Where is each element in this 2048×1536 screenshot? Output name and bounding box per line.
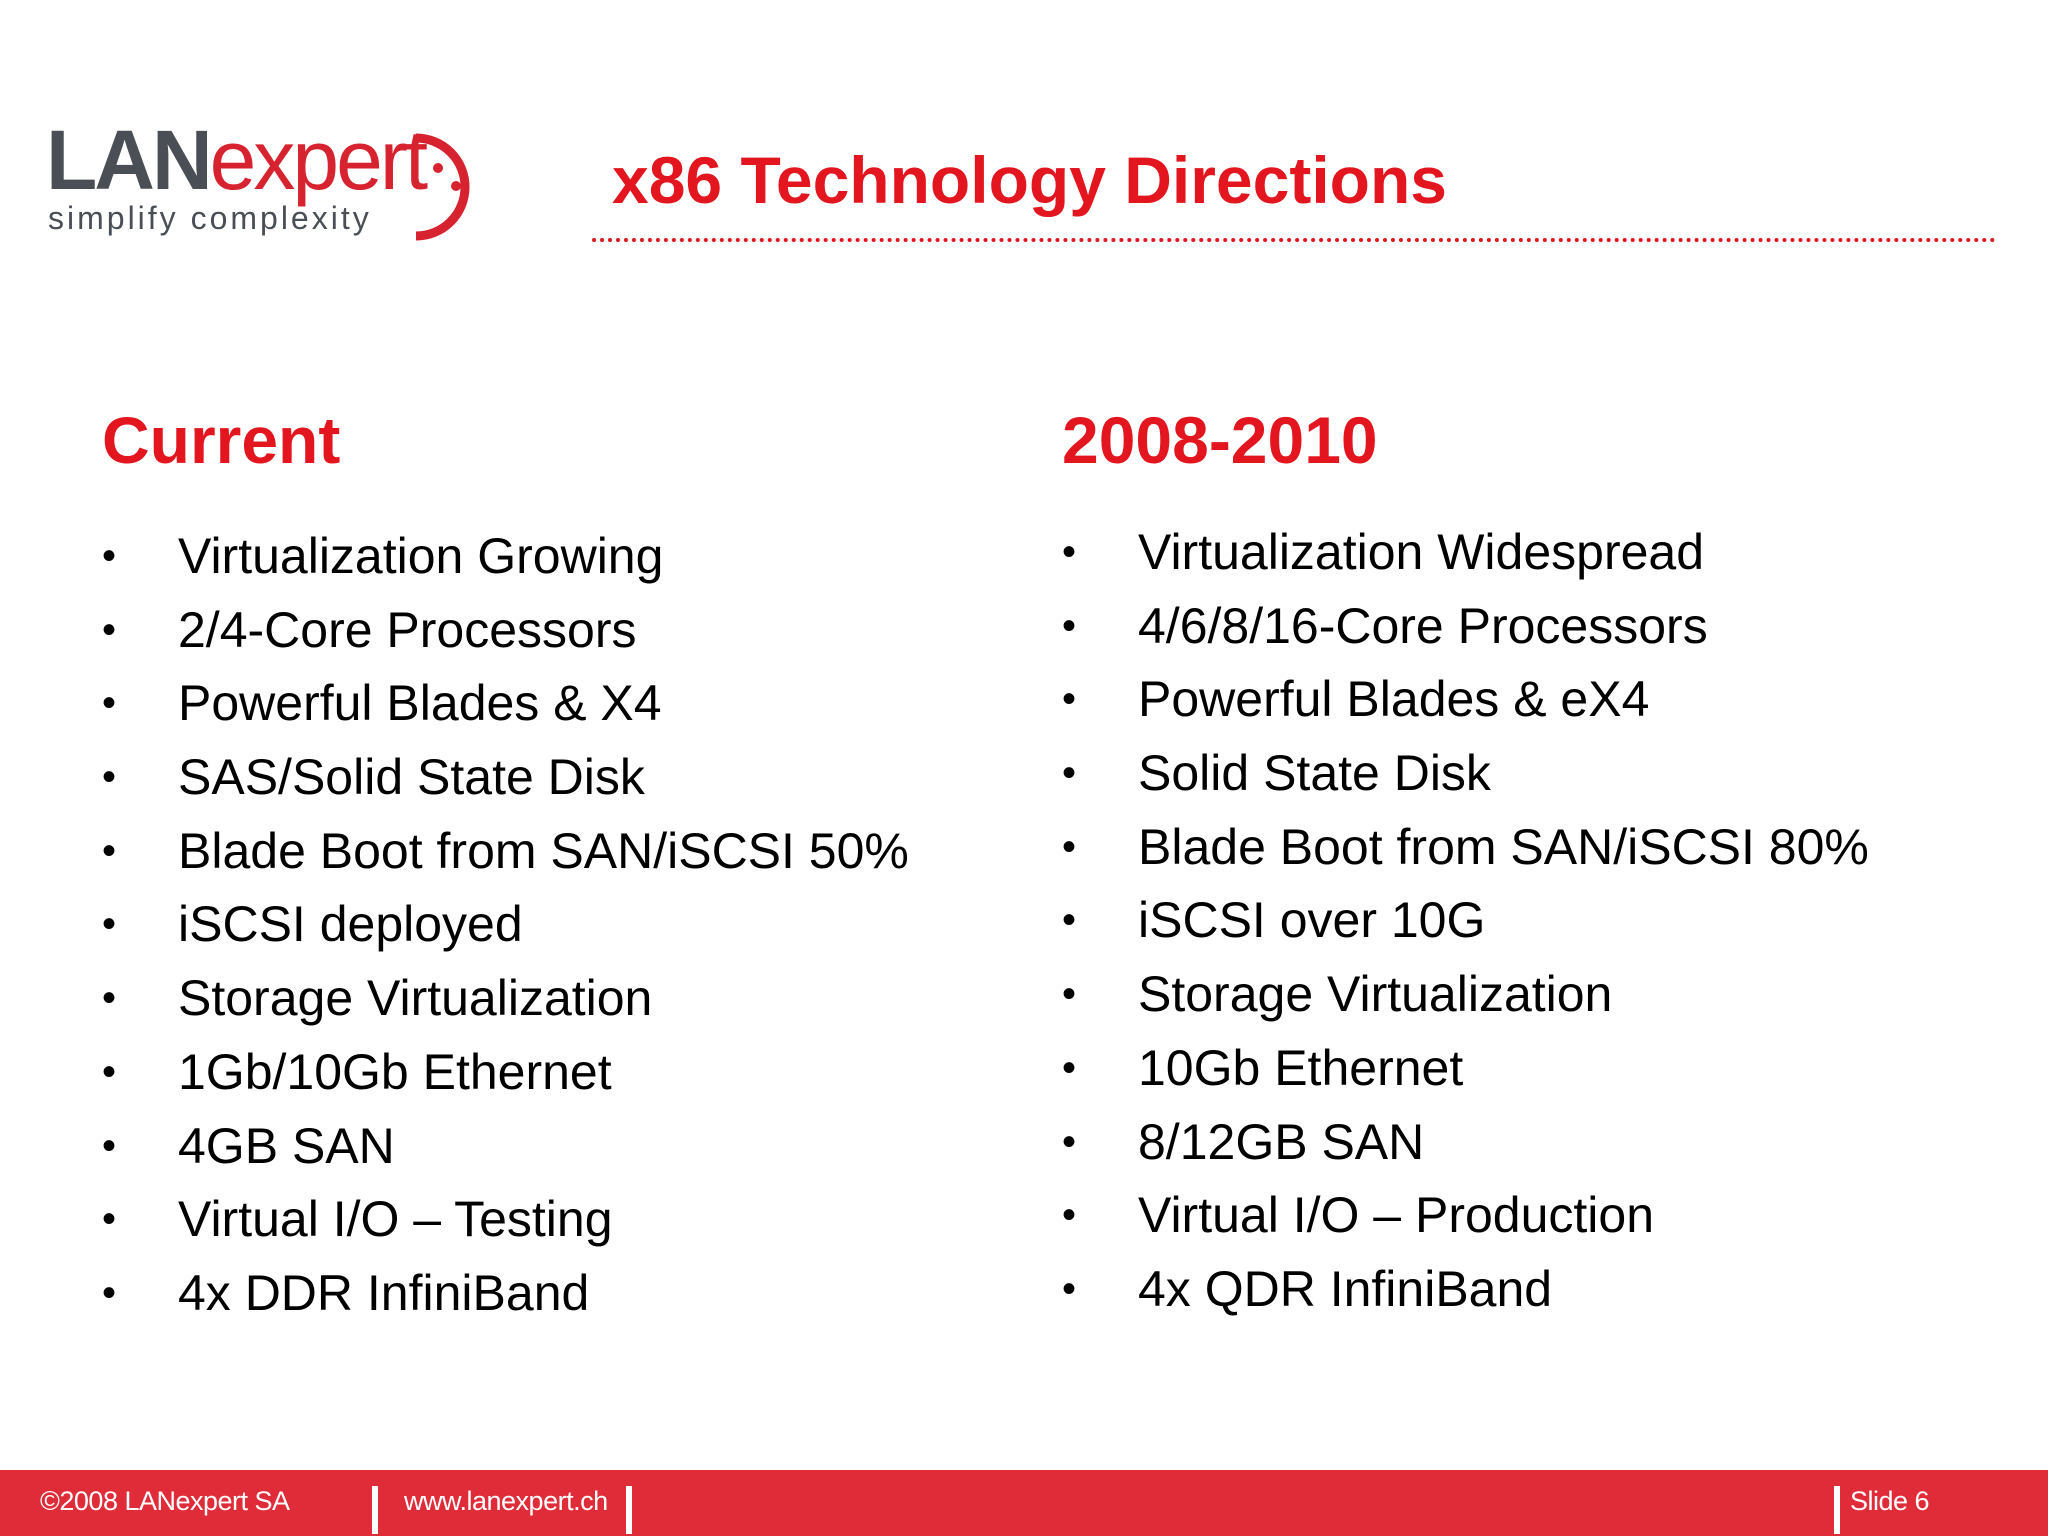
logo-wordmark: LANexpert bbox=[46, 118, 428, 202]
bullet-icon: • bbox=[1062, 1119, 1077, 1164]
future-heading: 2008-2010 bbox=[1062, 403, 1378, 477]
list-item-text: Storage Virtualization bbox=[1138, 966, 1613, 1023]
bullet-icon: • bbox=[1062, 972, 1077, 1017]
list-item: • Storage Virtualization bbox=[102, 962, 1002, 1036]
bullet-icon: • bbox=[102, 976, 117, 1021]
list-item-text: 4/6/8/16-Core Processors bbox=[1138, 597, 1708, 654]
bullet-icon: • bbox=[1062, 530, 1077, 574]
bullet-icon: • bbox=[102, 1197, 117, 1242]
bullet-icon: • bbox=[1062, 1266, 1077, 1311]
list-item: • 1Gb/10Gb Ethernet bbox=[102, 1036, 1002, 1110]
footer-divider bbox=[372, 1486, 378, 1534]
list-item-text: 2/4-Core Processors bbox=[178, 601, 637, 658]
list-item: • Powerful Blades & eX4 bbox=[1062, 663, 1962, 737]
list-item-text: 4GB SAN bbox=[178, 1117, 395, 1174]
future-column: 2008-2010 • Virtualization Widespread • 4/… bbox=[1062, 400, 1962, 1327]
list-item-text: 4x DDR InfiniBand bbox=[178, 1264, 590, 1321]
title-dotted-rule bbox=[592, 238, 1996, 242]
list-item: • Blade Boot from SAN/iSCSI 50% bbox=[102, 815, 1002, 889]
bullet-icon: • bbox=[1062, 824, 1077, 869]
list-item-text: Blade Boot from SAN/iSCSI 50% bbox=[178, 822, 909, 879]
list-item: • SAS/Solid State Disk bbox=[102, 741, 1002, 815]
bullet-icon: • bbox=[1062, 751, 1077, 796]
list-item: • 4x DDR InfiniBand bbox=[102, 1257, 1002, 1331]
list-item-text: 8/12GB SAN bbox=[1138, 1113, 1425, 1170]
list-item-text: 10Gb Ethernet bbox=[1138, 1039, 1464, 1096]
current-heading: Current bbox=[102, 403, 341, 477]
bullet-icon: • bbox=[102, 681, 117, 726]
list-item: • 2/4-Core Processors bbox=[102, 594, 1002, 668]
list-item-text: Storage Virtualization bbox=[178, 970, 653, 1027]
list-item: • Virtual I/O – Testing bbox=[102, 1183, 1002, 1257]
current-list: • Virtualization Growing • 2/4-Core Proces… bbox=[102, 520, 1002, 1331]
list-item: • iSCSI deployed bbox=[102, 888, 1002, 962]
bullet-icon: • bbox=[102, 902, 117, 947]
list-item: • Storage Virtualization bbox=[1062, 958, 1962, 1032]
footer-url-link[interactable]: www.lanexpert.ch bbox=[404, 1486, 608, 1516]
footer-divider bbox=[1834, 1486, 1840, 1534]
list-item-text: Powerful Blades & eX4 bbox=[1138, 671, 1650, 728]
list-item-text: Virtual I/O – Production bbox=[1138, 1187, 1655, 1244]
footer-divider bbox=[626, 1486, 632, 1534]
bullet-icon: • bbox=[1062, 898, 1077, 943]
bullet-icon: • bbox=[1062, 1193, 1077, 1238]
company-logo: LANexpert simplify complexity bbox=[46, 118, 470, 248]
list-item: • 4GB SAN bbox=[102, 1110, 1002, 1184]
list-item: • 4/6/8/16-Core Processors bbox=[1062, 590, 1962, 664]
bullet-icon: • bbox=[102, 755, 117, 800]
bullet-icon: • bbox=[102, 534, 117, 578]
list-item-text: Virtualization Widespread bbox=[1138, 524, 1705, 580]
list-item-text: Solid State Disk bbox=[1138, 745, 1491, 802]
list-item: • Powerful Blades & X4 bbox=[102, 667, 1002, 741]
list-item: • Virtual I/O – Production bbox=[1062, 1179, 1962, 1253]
slide-footer: ©2008 LANexpert SA www.lanexpert.ch Slid… bbox=[0, 1470, 2048, 1536]
footer-copyright: ©2008 LANexpert SA bbox=[40, 1486, 290, 1516]
bullet-icon: • bbox=[102, 828, 117, 873]
logo-brand-part2: expert bbox=[209, 113, 428, 207]
list-item-text: iSCSI deployed bbox=[178, 896, 523, 953]
list-item: • Virtualization Growing bbox=[102, 520, 1002, 594]
list-item: • Blade Boot from SAN/iSCSI 80% bbox=[1062, 811, 1962, 885]
slide-title: x86 Technology Directions bbox=[612, 143, 1447, 217]
bullet-icon: • bbox=[102, 1123, 117, 1168]
logo-tagline: simplify complexity bbox=[48, 200, 372, 236]
list-item-text: Powerful Blades & X4 bbox=[178, 675, 662, 732]
footer-slide-number: Slide 6 bbox=[1850, 1486, 1930, 1516]
logo-brand-part1: LAN bbox=[46, 113, 213, 207]
list-item-text: Virtualization Growing bbox=[178, 528, 664, 584]
list-item: • Solid State Disk bbox=[1062, 737, 1962, 811]
list-item-text: 4x QDR InfiniBand bbox=[1138, 1260, 1553, 1317]
list-item: • 10Gb Ethernet bbox=[1062, 1032, 1962, 1106]
bullet-icon: • bbox=[1062, 1045, 1077, 1090]
list-item: • 4x QDR InfiniBand bbox=[1062, 1253, 1962, 1327]
list-item: • Virtualization Widespread bbox=[1062, 516, 1962, 590]
list-item-text: Blade Boot from SAN/iSCSI 80% bbox=[1138, 818, 1869, 875]
bullet-icon: • bbox=[102, 1270, 117, 1315]
list-item: • iSCSI over 10G bbox=[1062, 884, 1962, 958]
list-item-text: Virtual I/O – Testing bbox=[178, 1191, 613, 1248]
logo-arc-icon bbox=[415, 133, 470, 241]
list-item-text: SAS/Solid State Disk bbox=[178, 749, 645, 806]
list-item: • 8/12GB SAN bbox=[1062, 1106, 1962, 1180]
bullet-icon: • bbox=[102, 1049, 117, 1094]
bullet-icon: • bbox=[1062, 677, 1077, 722]
list-item-text: iSCSI over 10G bbox=[1138, 892, 1486, 949]
bullet-icon: • bbox=[1062, 603, 1077, 648]
bullet-icon: • bbox=[102, 607, 117, 652]
future-list: • Virtualization Widespread • 4/6/8/16-Cor… bbox=[1062, 516, 1962, 1327]
current-column: Current • Virtualization Growing • 2/4-Cor… bbox=[102, 400, 1002, 1331]
list-item-text: 1Gb/10Gb Ethernet bbox=[178, 1043, 612, 1100]
